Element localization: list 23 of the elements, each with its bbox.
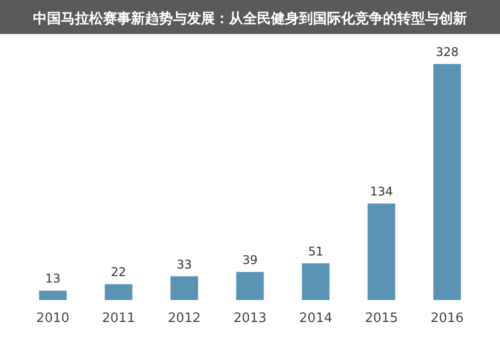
x-tick-label: 2016 — [430, 311, 464, 326]
title: 中国马拉松赛事新趋势与发展：从全民健身到国际化竞争的转型与创新 — [0, 0, 500, 34]
bar — [39, 290, 67, 300]
x-tick-label: 2015 — [364, 311, 398, 326]
data-label: 33 — [176, 257, 192, 272]
data-label: 13 — [45, 272, 60, 286]
bar — [170, 276, 198, 300]
data-label: 328 — [436, 45, 459, 59]
bar — [236, 272, 264, 300]
bar — [302, 263, 330, 300]
bar — [433, 64, 461, 300]
bar — [368, 204, 396, 300]
data-label: 51 — [308, 244, 324, 258]
x-tick-label: 2013 — [233, 311, 267, 326]
bar — [104, 284, 132, 300]
x-tick-label: 2011 — [102, 311, 136, 326]
x-tick-label: 2014 — [299, 311, 332, 326]
data-label: 39 — [242, 252, 258, 267]
chart-title: 中国马拉松赛事新趋势与发展：从全民健身到国际化竞争的转型与创新 — [33, 10, 467, 27]
x-tick-label: 2010 — [36, 311, 70, 326]
data-label: 22 — [110, 265, 126, 280]
x-tick-label: 2012 — [168, 311, 201, 326]
data-label: 134 — [370, 184, 393, 199]
